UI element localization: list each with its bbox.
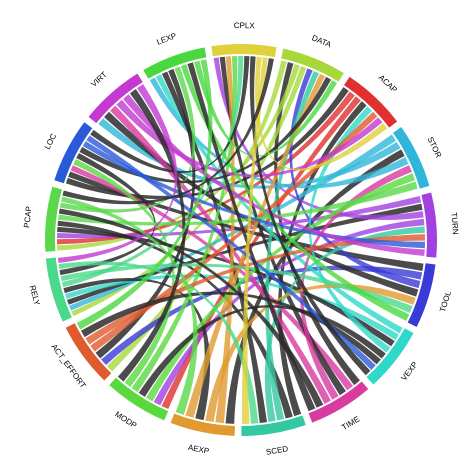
chord-ribbon-turn-rely xyxy=(67,203,423,305)
segment-label-modp: MODP xyxy=(113,410,138,431)
chord-segments xyxy=(45,43,437,436)
segment-arc-time xyxy=(308,381,369,423)
segment-arc-aexp xyxy=(170,413,235,436)
segment-label-sced: SCED xyxy=(265,444,289,457)
segment-arc-tool xyxy=(407,263,436,327)
segment-arc-act_effort xyxy=(65,323,112,381)
segment-label-cplx: CPLX xyxy=(234,21,256,30)
segment-arc-virt xyxy=(88,73,143,124)
segment-arc-rely xyxy=(45,257,72,322)
segment-arc-data xyxy=(281,48,344,82)
segment-label-turn: TURN xyxy=(449,212,460,235)
segment-label-vexp: VEXP xyxy=(399,360,419,382)
segment-arc-stor xyxy=(393,127,430,189)
segment-label-loc: LOC xyxy=(43,132,59,151)
segment-label-lexp: LEXP xyxy=(155,31,177,47)
chord-ribbons xyxy=(56,56,425,424)
segment-label-pcap: PCAP xyxy=(22,206,33,229)
segment-label-stor: STOR xyxy=(426,135,444,159)
segment-arc-modp xyxy=(109,377,169,421)
chord-ribbon-tool-loc xyxy=(68,171,424,271)
chord-ribbon-stor-rely xyxy=(69,134,396,311)
chord-ribbon-aexp-data xyxy=(185,73,326,418)
chord-ribbon-pcap-aexp xyxy=(61,196,198,415)
chord-ribbon-pcap-stor xyxy=(58,181,418,226)
segment-label-virt: VIRT xyxy=(89,70,109,89)
segment-arc-acap xyxy=(344,76,398,128)
segment-arc-turn xyxy=(421,192,437,258)
chord-ribbon-acap-loc xyxy=(65,87,349,199)
chord-ribbon-modp-vexp xyxy=(138,305,386,397)
segment-arc-sced xyxy=(241,415,306,436)
chord-ribbon-virt-modp xyxy=(117,89,186,382)
chord-ribbon-time-stor xyxy=(300,165,412,400)
chord-ribbon-loc-vexp xyxy=(86,135,376,370)
segment-label-tool: TOOL xyxy=(438,289,453,313)
chord-ribbon-modp-loc xyxy=(73,159,175,388)
chord-ribbon-rely-sced xyxy=(58,261,259,424)
chord-ribbon-pcap-lexp xyxy=(59,66,196,213)
chord-ribbon-cplx-sced xyxy=(242,57,268,424)
chord-ribbon-sced-lexp xyxy=(161,71,268,424)
chord-ribbon-time-virt xyxy=(110,105,332,404)
segment-label-aexp: AEXP xyxy=(187,443,210,456)
chord-ribbon-modp-cplx xyxy=(131,56,238,393)
chord-ribbon-acap-modp xyxy=(161,96,361,410)
segment-arc-pcap xyxy=(45,186,62,252)
segment-label-time: TIME xyxy=(340,415,361,433)
segment-label-rely: RELY xyxy=(28,284,42,307)
segment-arc-lexp xyxy=(143,47,207,79)
chord-ribbon-act_effort-acap xyxy=(90,111,378,352)
chord-ribbon-vexp-acap xyxy=(308,106,391,353)
segment-arc-vexp xyxy=(366,328,414,385)
segment-label-data: DATA xyxy=(310,33,333,49)
chord-ribbon-aexp-tool xyxy=(205,283,416,422)
chord-ribbon-lexp-time xyxy=(187,62,316,412)
segment-arc-loc xyxy=(54,122,93,184)
chord-ribbon-acap-sced xyxy=(277,101,367,417)
segment-label-acap: ACAP xyxy=(377,73,399,94)
chord-ribbon-rely-tool xyxy=(60,263,413,314)
segment-arc-cplx xyxy=(211,43,277,58)
